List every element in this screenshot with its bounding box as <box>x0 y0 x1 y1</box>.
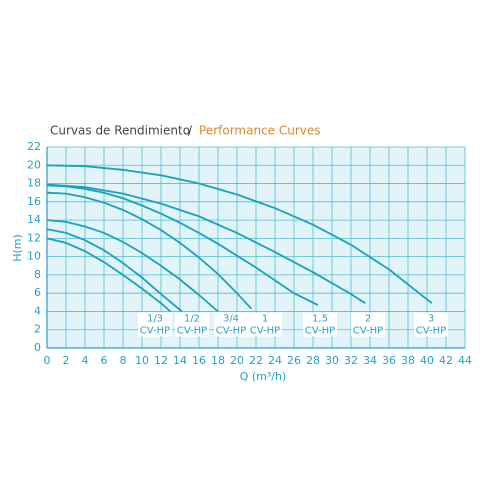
x-tick-label: 42 <box>439 354 453 367</box>
x-tick-label: 10 <box>135 354 149 367</box>
label-box <box>214 312 248 337</box>
y-tick-label: 22 <box>27 140 41 153</box>
x-tick-label: 2 <box>63 354 70 367</box>
x-tick-label: 36 <box>382 354 396 367</box>
y-tick-label: 2 <box>34 323 41 336</box>
x-tick-label: 26 <box>287 354 301 367</box>
x-tick-label: 18 <box>211 354 225 367</box>
y-axis-label: H(m) <box>11 234 24 262</box>
series-label: 2 <box>365 313 371 324</box>
x-tick-label: 12 <box>154 354 168 367</box>
x-tick-label: 32 <box>344 354 358 367</box>
curve <box>46 184 319 306</box>
label-box <box>351 312 385 337</box>
series-sublabel: CV-HP <box>140 325 170 336</box>
label-box <box>175 312 209 337</box>
title-part: Curvas de Rendimiento <box>50 124 190 138</box>
label-box <box>414 312 448 337</box>
title-part: Performance Curves <box>199 124 321 138</box>
label-box <box>248 312 282 337</box>
series-sublabel: CV-HP <box>416 325 446 336</box>
y-tick-label: 16 <box>27 195 41 208</box>
curve <box>46 219 219 313</box>
curve <box>46 237 172 313</box>
label-box <box>303 312 337 337</box>
x-tick-label: 14 <box>173 354 187 367</box>
y-tick-label: 10 <box>27 250 41 263</box>
series-label: 1/2 <box>184 313 200 324</box>
x-tick-label: 8 <box>120 354 127 367</box>
series-label: 3 <box>428 313 434 324</box>
x-tick-label: 24 <box>268 354 282 367</box>
label-box <box>138 312 172 337</box>
curve <box>46 183 366 304</box>
y-tick-label: 14 <box>27 213 41 226</box>
y-tick-label: 0 <box>34 341 41 354</box>
series-sublabel: CV-HP <box>353 325 383 336</box>
x-tick-label: 22 <box>249 354 263 367</box>
y-tick-label: 20 <box>27 158 41 171</box>
x-tick-label: 4 <box>82 354 89 367</box>
y-tick-label: 8 <box>34 268 41 281</box>
series-sublabel: CV-HP <box>216 325 246 336</box>
x-tick-label: 34 <box>363 354 377 367</box>
series-sublabel: CV-HP <box>250 325 280 336</box>
curve <box>46 191 252 310</box>
x-tick-label: 44 <box>458 354 472 367</box>
y-tick-label: 12 <box>27 231 41 244</box>
curve <box>46 228 183 313</box>
series-sublabel: CV-HP <box>305 325 335 336</box>
title-separator: / <box>188 124 193 138</box>
x-tick-label: 6 <box>101 354 108 367</box>
x-tick-label: 20 <box>230 354 244 367</box>
x-tick-label: 38 <box>401 354 415 367</box>
series-label: 1 <box>262 313 268 324</box>
series-label: 3/4 <box>223 313 239 324</box>
y-tick-label: 18 <box>27 177 41 190</box>
series-label: 1/3 <box>147 313 163 324</box>
y-tick-label: 6 <box>34 286 41 299</box>
x-tick-label: 16 <box>192 354 206 367</box>
x-axis-label: Q (m³/h) <box>240 370 287 383</box>
x-tick-label: 30 <box>325 354 339 367</box>
curve <box>46 164 433 304</box>
series-label: 1,5 <box>312 313 328 324</box>
series-sublabel: CV-HP <box>177 325 207 336</box>
x-tick-label: 0 <box>44 354 51 367</box>
y-tick-label: 4 <box>34 304 41 317</box>
x-tick-label: 40 <box>420 354 434 367</box>
x-tick-label: 28 <box>306 354 320 367</box>
